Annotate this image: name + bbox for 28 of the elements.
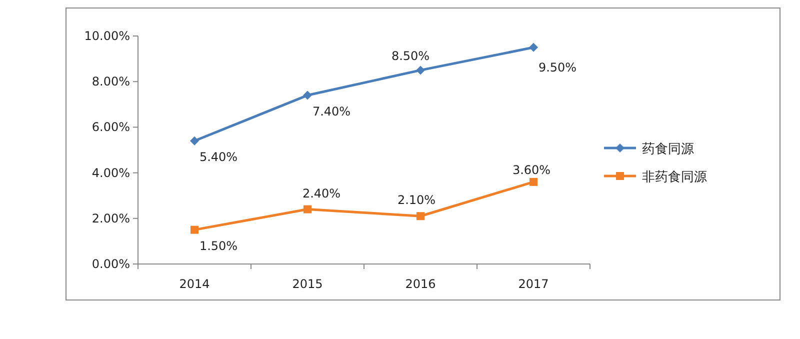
point [530, 178, 538, 186]
data-label: 8.50% [391, 49, 430, 64]
point [190, 136, 199, 146]
x-tick-label: 2016 [405, 277, 436, 291]
data-label: 2.40% [302, 186, 341, 200]
data-label: 3.60% [512, 162, 551, 177]
x-tick-label: 2014 [179, 277, 210, 291]
y-tick-label: 10.00% [84, 29, 130, 43]
point [529, 42, 538, 52]
point [303, 90, 312, 100]
point [304, 205, 312, 214]
y-tick-label: 2.00% [92, 211, 130, 226]
y-tick-label: 8.00% [92, 74, 130, 89]
x-tick-label: 2015 [292, 277, 323, 291]
data-label: 5.40% [199, 150, 238, 164]
data-label: 2.10% [397, 193, 436, 208]
point [416, 66, 425, 75]
y-tick-label: 4.00% [92, 166, 130, 180]
data-label: 1.50% [199, 238, 238, 253]
x-tick-label: 2017 [518, 277, 549, 291]
data-label: 7.40% [312, 104, 351, 118]
legend-label: 非药食同源 [642, 170, 707, 185]
legend-label: 药食同源 [642, 142, 694, 157]
data-label: 9.50% [538, 60, 577, 74]
y-tick-label: 6.00% [92, 120, 130, 134]
point [190, 226, 198, 234]
point [416, 212, 424, 220]
y-tick-label: 0.00% [92, 257, 130, 271]
